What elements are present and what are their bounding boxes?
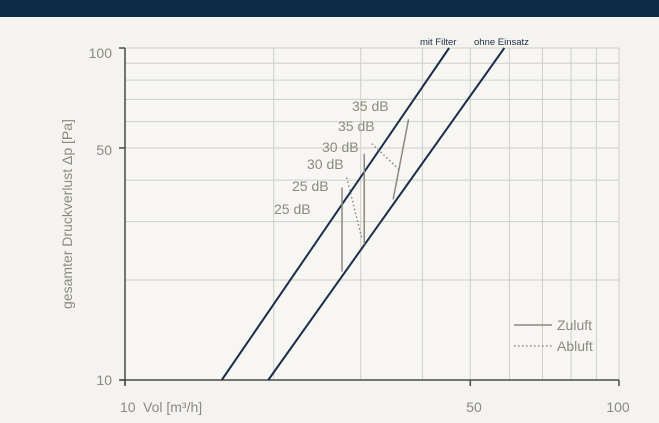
abluft-line: [371, 143, 401, 172]
top-banner: [0, 0, 659, 17]
series-line-mit-filter: [220, 47, 450, 381]
x-tick-100: 100: [606, 399, 630, 415]
y-tick-100: 100: [89, 45, 113, 61]
x-tick-50: 50: [466, 399, 482, 415]
db-label: 30 dB: [307, 156, 344, 172]
x-tick-10: 10: [120, 399, 136, 415]
series-label-ohne-einsatz: ohne Einsatz: [474, 37, 529, 48]
legend-label-zuluft: Zuluft: [557, 317, 592, 333]
db-label: 35 dB: [352, 98, 389, 114]
series-label-mit-filter: mit Filter: [420, 37, 456, 48]
y-tick-50: 50: [96, 142, 112, 158]
axes: [119, 47, 620, 386]
db-label: 35 dB: [338, 118, 375, 134]
abluft-line: [345, 177, 363, 240]
legend-label-abluft: Abluft: [557, 338, 593, 354]
y-axis-label: gesamter Druckverlust Δp [Pa]: [59, 119, 75, 309]
y-tick-10: 10: [96, 372, 112, 388]
x-axis-label: Vol [m³/h]: [143, 399, 202, 415]
zuluft-line: [392, 119, 410, 200]
sound-lines: [341, 119, 410, 272]
db-label: 30 dB: [322, 139, 359, 155]
db-label: 25 dB: [292, 178, 329, 194]
legend: Zuluft Abluft: [514, 317, 593, 354]
series-lines: [220, 47, 506, 381]
series-line-ohne-einsatz: [267, 47, 506, 381]
db-label: 25 dB: [274, 201, 311, 217]
